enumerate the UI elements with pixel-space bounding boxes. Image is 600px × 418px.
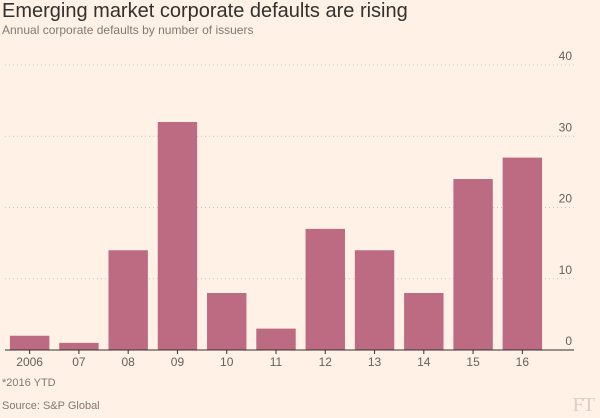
chart-subtitle: Annual corporate defaults by number of i… <box>2 23 254 37</box>
x-tick-label: 2006 <box>16 355 43 369</box>
bar <box>404 293 444 350</box>
bar <box>207 293 247 350</box>
bar <box>502 157 543 350</box>
x-tick-label: 11 <box>270 355 283 369</box>
chart-title: Emerging market corporate defaults are r… <box>2 0 408 22</box>
x-tick-label: 10 <box>220 355 234 369</box>
bar <box>59 342 99 350</box>
bar <box>354 250 395 350</box>
bar <box>256 328 296 350</box>
x-tick-label: 07 <box>72 355 86 369</box>
ft-logo: FT <box>572 394 595 416</box>
y-tick-label: 40 <box>559 49 573 63</box>
x-tick-label: 16 <box>516 355 530 369</box>
x-tick-label: 12 <box>319 355 333 369</box>
x-tick-label: 15 <box>466 355 480 369</box>
y-tick-label: 30 <box>559 120 573 134</box>
x-tick-label: 14 <box>417 355 431 369</box>
x-tick-label: 13 <box>368 355 382 369</box>
y-tick-label: 10 <box>559 263 573 277</box>
bar <box>305 228 345 350</box>
source-note: Source: S&P Global <box>2 400 100 412</box>
bar <box>108 250 148 350</box>
x-tick-label: 09 <box>171 355 185 369</box>
y-tick-label: 20 <box>559 192 573 206</box>
footnote: *2016 YTD <box>2 377 56 389</box>
bar <box>453 179 493 350</box>
x-tick-label: 08 <box>122 355 136 369</box>
bar <box>157 122 198 350</box>
bar <box>9 335 50 350</box>
y-tick-label: 0 <box>565 334 572 348</box>
